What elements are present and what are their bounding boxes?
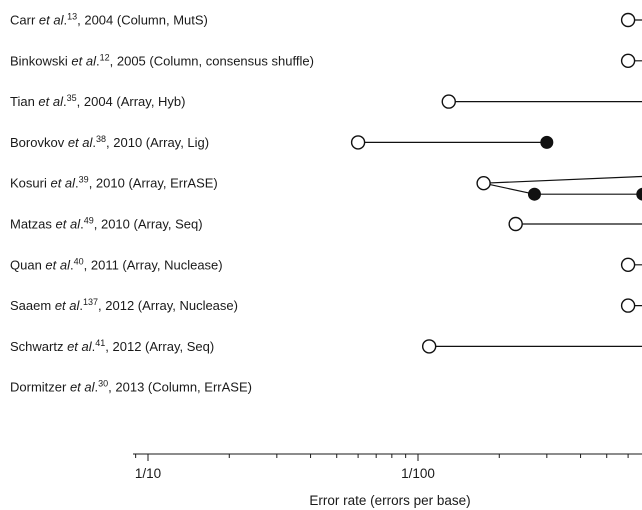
study-author: Schwartz (10, 339, 67, 354)
point-after (636, 187, 642, 201)
study-author: Binkowski (10, 53, 71, 68)
study-etal: et al (68, 135, 94, 150)
study-author: Carr (10, 13, 39, 28)
study-author: Kosuri (10, 176, 50, 191)
tick-label: 1/100 (401, 466, 435, 481)
point-after (540, 135, 554, 149)
study-detail: , 2010 (Array, ErrASE) (89, 176, 218, 191)
study-ref: 40 (74, 256, 84, 266)
x-axis: 1/101/1001/1,0001/10,000 (133, 453, 642, 481)
study-label: Kosuri et al.39, 2010 (Array, ErrASE) (10, 175, 218, 191)
data-row: Matzas et al.49, 2010 (Array, Seq) (10, 216, 642, 232)
study-label: Matzas et al.49, 2010 (Array, Seq) (10, 216, 203, 232)
study-label: Saaem et al.137, 2012 (Array, Nuclease) (10, 297, 238, 313)
study-ref: 13 (67, 12, 77, 22)
data-row: Borovkov et al.38, 2010 (Array, Lig) (10, 134, 554, 150)
study-dot: . (92, 135, 96, 150)
study-ref: 30 (98, 379, 108, 389)
study-dot: . (80, 217, 84, 232)
study-detail: , 2013 (Column, ErrASE) (108, 380, 252, 395)
study-detail: , 2004 (Column, MutS) (77, 13, 208, 28)
study-label: Dormitzer et al.30, 2013 (Column, ErrASE… (10, 379, 252, 395)
study-etal: et al (70, 380, 96, 395)
point-after (527, 187, 541, 201)
data-row: Quan et al.40, 2011 (Array, Nuclease) (10, 256, 642, 272)
study-detail: , 2012 (Array, Seq) (105, 339, 214, 354)
study-author: Quan (10, 257, 45, 272)
point-before (476, 175, 491, 191)
study-etal: et al (45, 257, 71, 272)
study-dot: . (92, 339, 96, 354)
segment-branch (483, 182, 535, 195)
data-row: Saaem et al.137, 2012 (Array, Nuclease) (10, 297, 642, 313)
study-dot: . (70, 257, 74, 272)
x-axis-title: Error rate (errors per base) (309, 493, 470, 508)
data-row: Binkowski et al.12, 2005 (Column, consen… (10, 52, 642, 68)
point-before (350, 135, 366, 150)
data-row: Tian et al.35, 2004 (Array, Hyb) (10, 93, 642, 109)
study-label: Quan et al.40, 2011 (Array, Nuclease) (10, 256, 223, 272)
study-detail: , 2011 (Array, Nuclease) (84, 257, 223, 272)
data-row: Schwartz et al.41, 2012 (Array, Seq) (10, 338, 642, 354)
study-etal: et al (71, 53, 97, 68)
study-label: Carr et al.13, 2004 (Column, MutS) (10, 12, 208, 28)
data-row: Dormitzer et al.30, 2013 (Column, ErrASE… (10, 379, 252, 395)
study-dot: . (95, 380, 99, 395)
point-before (620, 298, 636, 313)
tick-label: 1/10 (135, 466, 161, 481)
study-etal: et al (67, 339, 93, 354)
study-ref: 38 (96, 134, 106, 144)
study-ref: 137 (83, 297, 98, 307)
study-author: Dormitzer (10, 380, 70, 395)
point-before (441, 94, 456, 109)
study-ref: 41 (95, 338, 105, 348)
study-ref: 49 (84, 216, 94, 226)
study-dot: . (79, 298, 83, 313)
point-before (421, 339, 437, 354)
point-before (508, 216, 523, 232)
study-dot: . (63, 94, 67, 109)
study-dot: . (96, 53, 100, 68)
study-detail: , 2010 (Array, Lig) (106, 135, 209, 150)
study-etal: et al (38, 94, 64, 109)
point-before (620, 53, 636, 68)
study-detail: , 2005 (Column, consensus shuffle) (110, 53, 314, 68)
study-label: Binkowski et al.12, 2005 (Column, consen… (10, 52, 314, 68)
study-label: Schwartz et al.41, 2012 (Array, Seq) (10, 338, 214, 354)
study-etal: et al (56, 217, 82, 232)
segment-branch (483, 175, 642, 184)
study-etal: et al (50, 176, 76, 191)
study-author: Borovkov (10, 135, 68, 150)
study-ref: 12 (100, 52, 110, 62)
study-etal: et al (39, 13, 65, 28)
study-ref: 39 (79, 175, 89, 185)
rows-layer: Carr et al.13, 2004 (Column, MutS)Binkow… (10, 12, 642, 395)
study-detail: , 2012 (Array, Nuclease) (98, 298, 238, 313)
study-detail: , 2010 (Array, Seq) (94, 217, 203, 232)
study-etal: et al (55, 298, 81, 313)
study-detail: , 2004 (Array, Hyb) (77, 94, 186, 109)
point-before (620, 257, 636, 272)
data-row: Kosuri et al.39, 2010 (Array, ErrASE)ssD… (10, 175, 642, 201)
study-ref: 35 (67, 93, 77, 103)
study-label: Borovkov et al.38, 2010 (Array, Lig) (10, 134, 209, 150)
study-author: Matzas (10, 217, 56, 232)
study-label: Tian et al.35, 2004 (Array, Hyb) (10, 93, 186, 109)
study-dot: . (75, 176, 79, 191)
data-row: Carr et al.13, 2004 (Column, MutS) (10, 12, 642, 28)
study-dot: . (63, 13, 67, 28)
study-author: Tian (10, 94, 38, 109)
point-before (620, 12, 636, 28)
study-author: Saaem (10, 298, 55, 313)
